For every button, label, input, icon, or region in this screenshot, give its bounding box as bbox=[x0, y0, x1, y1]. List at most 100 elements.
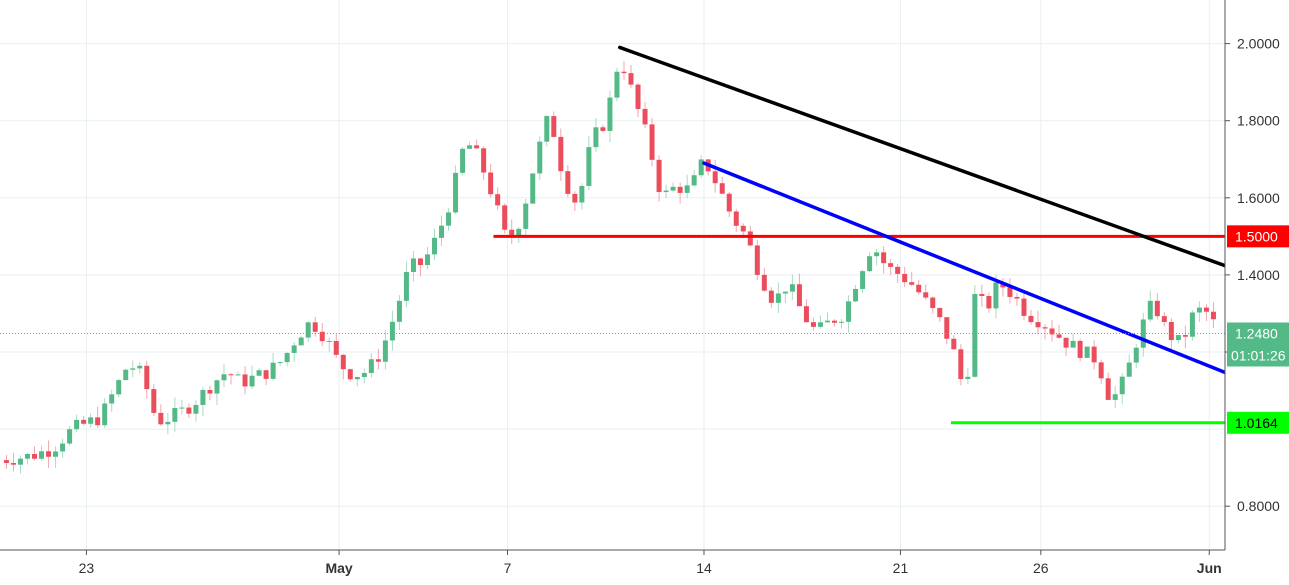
candle-body bbox=[481, 148, 487, 173]
candle-body bbox=[523, 203, 529, 229]
candle-body bbox=[446, 212, 452, 226]
candle-body bbox=[1007, 287, 1013, 297]
candle-body bbox=[340, 354, 346, 370]
candle-body bbox=[1175, 335, 1181, 341]
grid bbox=[0, 0, 1225, 550]
candle-body bbox=[1042, 327, 1048, 329]
candle-body bbox=[579, 185, 585, 203]
candle-body bbox=[284, 352, 290, 363]
candle-body bbox=[102, 403, 108, 426]
candle-body bbox=[46, 451, 52, 457]
candle-body bbox=[642, 108, 648, 125]
y-tick-label: 1.4000 bbox=[1237, 267, 1280, 283]
candle-body bbox=[277, 362, 283, 364]
candle-body bbox=[923, 292, 929, 298]
x-tick-label: 14 bbox=[696, 560, 712, 576]
support-price-badge bbox=[1227, 411, 1289, 434]
candle-body bbox=[747, 231, 753, 246]
y-tick-label: 2.0000 bbox=[1237, 36, 1280, 52]
candle-body bbox=[263, 370, 269, 379]
candle-body bbox=[1014, 296, 1020, 299]
candle-body bbox=[10, 463, 16, 465]
candle-body bbox=[1133, 347, 1139, 363]
candle-body bbox=[1196, 307, 1202, 313]
lower-downtrend-line[interactable] bbox=[702, 161, 1234, 377]
candle-body bbox=[832, 320, 838, 323]
candle-body bbox=[375, 359, 381, 362]
candle-body bbox=[235, 374, 241, 376]
candle-body bbox=[17, 458, 23, 465]
candle-body bbox=[1049, 328, 1055, 335]
candle-body bbox=[839, 321, 845, 323]
candle-body bbox=[874, 252, 880, 257]
candle-body bbox=[670, 186, 676, 191]
candle-body bbox=[417, 258, 423, 266]
candle-body bbox=[3, 460, 9, 464]
candle-body bbox=[32, 454, 38, 459]
candle-body bbox=[888, 263, 894, 267]
candle-body bbox=[824, 320, 830, 323]
y-tick-label: 1.8000 bbox=[1237, 113, 1280, 129]
candle-body bbox=[937, 308, 943, 318]
candle-body bbox=[298, 337, 304, 346]
candle-body bbox=[817, 322, 823, 327]
candle-body bbox=[396, 300, 402, 322]
candle-body bbox=[796, 284, 802, 307]
price-axis-panel bbox=[1225, 0, 1289, 580]
candle-body bbox=[600, 127, 606, 131]
candle-body bbox=[453, 172, 459, 213]
candle-body bbox=[53, 451, 59, 457]
candle-body bbox=[607, 97, 613, 131]
candle-body bbox=[1147, 300, 1153, 320]
candle-body bbox=[305, 322, 311, 338]
candle-body bbox=[1091, 346, 1097, 363]
candle-body bbox=[130, 368, 136, 370]
candle-body bbox=[382, 340, 388, 362]
candle-body bbox=[965, 376, 971, 380]
candle-body bbox=[200, 389, 206, 405]
candle-body bbox=[81, 419, 87, 424]
candle-body bbox=[565, 171, 571, 194]
candle-body bbox=[691, 175, 697, 186]
candle-body bbox=[116, 380, 122, 395]
candle-body bbox=[530, 173, 536, 204]
countdown-label: 01:01:26 bbox=[1231, 347, 1286, 363]
candle-body bbox=[24, 454, 30, 459]
candle-body bbox=[1119, 376, 1125, 395]
candle-body bbox=[712, 171, 718, 184]
candle-body bbox=[439, 225, 445, 238]
candle-body bbox=[867, 256, 873, 272]
x-tick-label: May bbox=[325, 560, 352, 576]
candle-body bbox=[312, 322, 318, 332]
candle-body bbox=[726, 193, 732, 212]
candle-body bbox=[649, 124, 655, 160]
candle-body bbox=[193, 404, 199, 414]
candle-body bbox=[1161, 316, 1167, 322]
candle-body bbox=[186, 407, 192, 414]
candle-body bbox=[853, 288, 859, 302]
candle-body bbox=[158, 412, 164, 425]
candle-body bbox=[572, 193, 578, 203]
current-price-badge bbox=[1227, 322, 1289, 367]
x-tick-label: 7 bbox=[504, 560, 512, 576]
candle-body bbox=[1182, 335, 1188, 337]
candle-body bbox=[474, 145, 480, 149]
resistance-price-badge bbox=[1227, 225, 1289, 248]
candle-body bbox=[1105, 378, 1111, 400]
candle-body bbox=[361, 372, 367, 377]
x-tick-label: 21 bbox=[893, 560, 909, 576]
candle-body bbox=[881, 252, 887, 264]
candle-body bbox=[172, 407, 178, 422]
candle-body bbox=[39, 451, 45, 459]
candle-body bbox=[1021, 298, 1027, 316]
candle-body bbox=[1028, 315, 1034, 323]
x-tick-label: 26 bbox=[1033, 560, 1049, 576]
upper-downtrend-line[interactable] bbox=[618, 45, 1289, 291]
candle-body bbox=[467, 145, 473, 149]
candle-body bbox=[986, 295, 992, 309]
candle-body bbox=[775, 293, 781, 303]
candle-body bbox=[768, 290, 774, 303]
candle-body bbox=[1189, 312, 1195, 337]
